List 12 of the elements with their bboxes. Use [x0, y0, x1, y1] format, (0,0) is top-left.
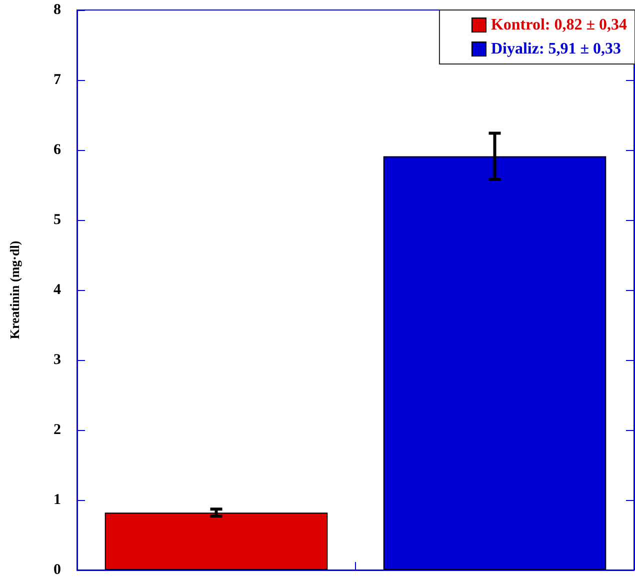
y-tick-label: 4: [54, 282, 62, 298]
legend-label: Kontrol: 0,82 ± 0,34: [490, 16, 628, 34]
y-tick-label: 0: [54, 562, 61, 578]
y-tick-label: 8: [54, 2, 61, 18]
y-tick-label: 7: [54, 72, 62, 88]
y-tick-label: 1: [54, 492, 61, 508]
y-tick-label: 3: [54, 352, 61, 368]
legend-label: Diyaliz: 5,91 ± 0,33: [490, 40, 622, 58]
y-tick-label: 2: [54, 422, 61, 438]
y-tick-label: 6: [54, 142, 62, 158]
y-tick-label: 5: [54, 212, 61, 228]
y-axis-title: Kreatinin (mg·dl): [7, 240, 22, 340]
